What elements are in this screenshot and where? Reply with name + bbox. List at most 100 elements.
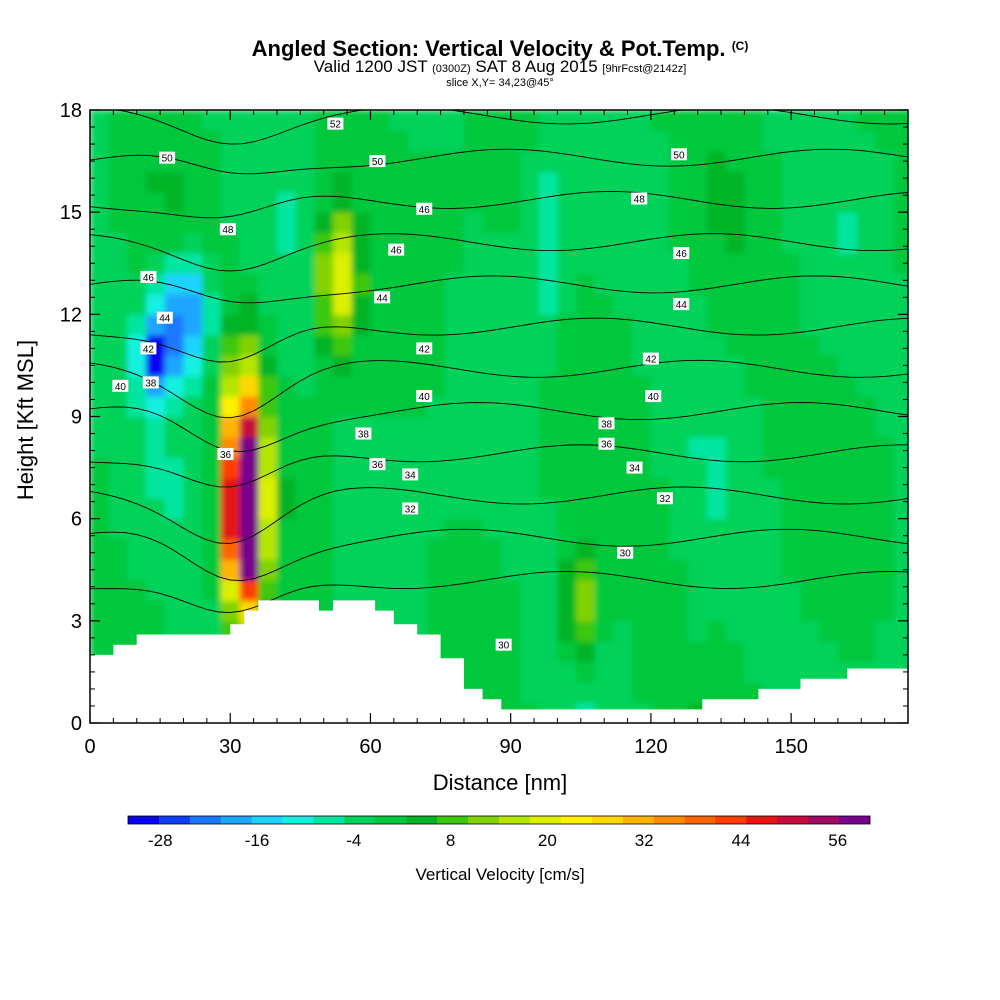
field-cell (893, 212, 908, 234)
field-cell (276, 150, 297, 172)
field-cell (538, 661, 559, 683)
field-cell (295, 436, 315, 458)
field-cell (557, 600, 577, 622)
field-cell (707, 130, 727, 152)
field-cell (856, 416, 876, 438)
field-cell (108, 273, 128, 295)
field-cell (370, 273, 390, 295)
field-cell (725, 682, 745, 704)
field-cell (594, 498, 615, 520)
field-cell (220, 539, 241, 561)
field-cell (557, 498, 577, 520)
field-cell (893, 355, 908, 377)
colorbar-swatch (529, 816, 562, 824)
field-cell (164, 436, 185, 458)
field-cell (426, 314, 446, 336)
field-cell (819, 273, 839, 295)
field-cell (333, 559, 353, 581)
theta-label-text: 48 (634, 195, 646, 206)
terrain-profile (90, 600, 908, 723)
field-cell (707, 212, 727, 234)
field-cell (463, 191, 484, 213)
field-cell (314, 293, 334, 315)
field-cell (763, 396, 783, 418)
field-cell (613, 314, 633, 336)
field-cell (557, 110, 577, 132)
field-cell (557, 171, 577, 193)
colorbar-tick-label: 8 (446, 831, 455, 850)
field-cell (239, 334, 259, 356)
field-cell (594, 253, 615, 275)
field-cell (538, 641, 559, 663)
field-cell (276, 498, 297, 520)
field-cell (258, 355, 278, 377)
field-cell (744, 518, 764, 540)
field-cell (108, 314, 128, 336)
field-cell (688, 518, 708, 540)
colorbar-swatch (128, 816, 160, 824)
theta-label: 38 (598, 417, 615, 430)
field-cell (632, 682, 652, 704)
theta-contour-46 (90, 233, 908, 272)
field-cell (220, 396, 241, 418)
field-cell (707, 436, 727, 458)
field-cell (239, 375, 259, 397)
field-cell (837, 150, 858, 172)
field-cell (707, 191, 727, 213)
field-cell (576, 130, 596, 152)
field-cell (164, 171, 185, 193)
field-cell (482, 518, 502, 540)
field-cell (314, 396, 334, 418)
field-cell (258, 253, 278, 275)
field-cell (688, 375, 708, 397)
field-cell (314, 273, 334, 295)
field-cell (482, 130, 502, 152)
field-cell (407, 416, 428, 438)
field-cell (501, 498, 521, 520)
field-cell (893, 620, 908, 642)
field-cell (781, 110, 802, 132)
field-cell (370, 559, 390, 581)
field-cell (837, 518, 858, 540)
field-cell (258, 498, 278, 520)
field-cell (164, 212, 185, 234)
field-cell (800, 130, 820, 152)
field-cell (763, 171, 783, 193)
field-cell (669, 212, 689, 234)
field-cell (520, 620, 540, 642)
field-cell (875, 436, 895, 458)
field-cell (576, 334, 596, 356)
field-cell (295, 253, 315, 275)
field-cell (407, 600, 428, 622)
field-cell (688, 355, 708, 377)
field-cell (613, 396, 633, 418)
field-cell (127, 518, 147, 540)
field-cell (632, 416, 652, 438)
field-cell (370, 539, 390, 561)
field-cell (389, 110, 409, 132)
field-cell (650, 110, 671, 132)
field-cell (875, 539, 895, 561)
field-cell (744, 661, 764, 683)
field-cell (314, 355, 334, 377)
field-cell (819, 559, 839, 581)
field-cell (239, 539, 259, 561)
field-cell (725, 457, 745, 479)
field-cell (837, 416, 858, 438)
field-cell (146, 416, 166, 438)
field-cell (800, 539, 820, 561)
field-cell (538, 457, 559, 479)
field-cell (276, 314, 297, 336)
field-cell (594, 171, 615, 193)
field-cell (482, 314, 502, 336)
field-cell (875, 212, 895, 234)
field-cell (501, 661, 521, 683)
colorbar-title: Vertical Velocity [cm/s] (415, 865, 584, 884)
colorbar-swatch (622, 816, 654, 824)
field-cell (819, 314, 839, 336)
field-cell (146, 539, 166, 561)
field-cell (819, 293, 839, 315)
field-cell (108, 130, 128, 152)
field-cell (763, 436, 783, 458)
field-cell (370, 477, 390, 499)
